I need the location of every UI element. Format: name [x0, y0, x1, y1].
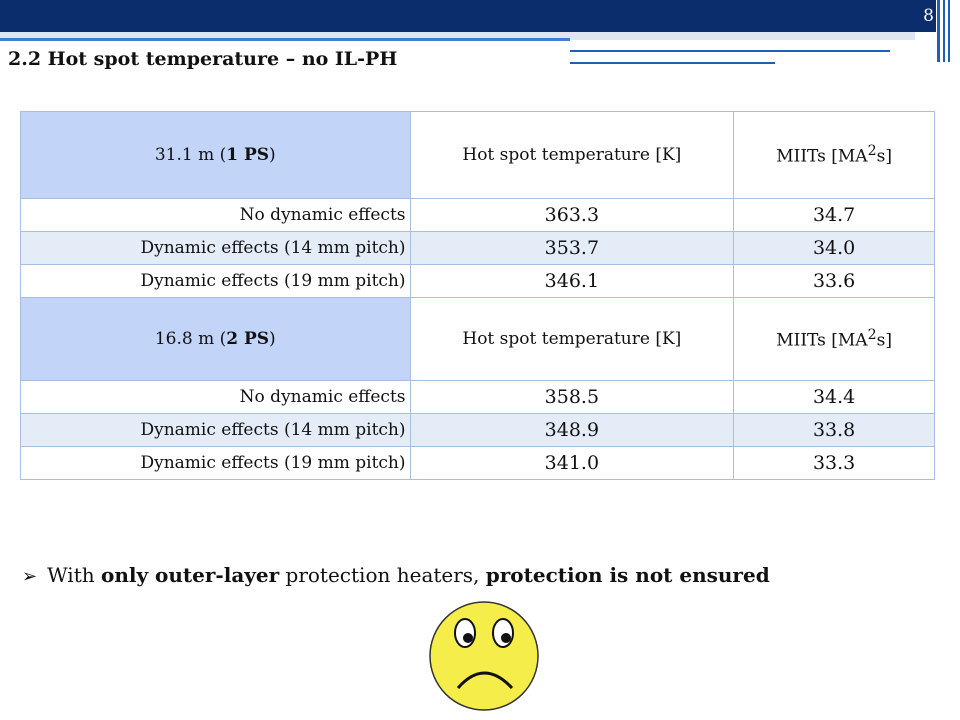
miits-value: 34.4 — [733, 380, 935, 414]
results-table: 31.1 m (1 PS) Hot spot temperature [K] M… — [20, 111, 935, 480]
temp-value: 353.7 — [409, 231, 735, 265]
miits-header-cell: MIITs [MA2s] — [733, 111, 935, 199]
conclusion-bullet: ➢ With only outer-layer protection heater… — [22, 563, 770, 587]
header-accent-line — [570, 62, 775, 64]
row-label: Dynamic effects (19 mm pitch) — [20, 264, 411, 298]
table-row: Dynamic effects (14 mm pitch) 348.9 33.8 — [20, 413, 935, 447]
row-label: Dynamic effects (19 mm pitch) — [20, 446, 411, 480]
slide-number: 8 — [923, 6, 934, 26]
table-header-row: 31.1 m (1 PS) Hot spot temperature [K] M… — [20, 111, 935, 199]
miits-value: 33.3 — [733, 446, 935, 480]
row-label: No dynamic effects — [20, 380, 411, 414]
table-header-row: 16.8 m (2 PS) Hot spot temperature [K] M… — [20, 297, 935, 381]
header-vline — [937, 0, 940, 62]
temp-value: 346.1 — [409, 264, 735, 298]
temp-value: 348.9 — [409, 413, 735, 447]
header-vline — [948, 0, 950, 62]
header-strip — [0, 38, 570, 41]
temp-value: 363.3 — [409, 198, 735, 232]
header-band — [0, 32, 915, 40]
miits-value: 33.8 — [733, 413, 935, 447]
case-header-cell: 31.1 m (1 PS) — [20, 111, 411, 199]
row-label: Dynamic effects (14 mm pitch) — [20, 413, 411, 447]
table-row: Dynamic effects (19 mm pitch) 341.0 33.3 — [20, 446, 935, 480]
case-header-cell: 16.8 m (2 PS) — [20, 297, 411, 381]
row-label: No dynamic effects — [20, 198, 411, 232]
table-row: Dynamic effects (14 mm pitch) 353.7 34.0 — [20, 231, 935, 265]
table-row: Dynamic effects (19 mm pitch) 346.1 33.6 — [20, 264, 935, 298]
miits-value: 33.6 — [733, 264, 935, 298]
miits-header-cell: MIITs [MA2s] — [733, 297, 935, 381]
table-row: No dynamic effects 358.5 34.4 — [20, 380, 935, 414]
temp-value: 341.0 — [409, 446, 735, 480]
sad-face-icon — [429, 601, 539, 711]
row-label: Dynamic effects (14 mm pitch) — [20, 231, 411, 265]
temp-header-cell: Hot spot temperature [K] — [409, 297, 735, 381]
header-bar — [0, 0, 960, 32]
table-row: No dynamic effects 363.3 34.7 — [20, 198, 935, 232]
slide-title: 2.2 Hot spot temperature – no IL-PH — [8, 48, 398, 70]
header-vline — [943, 0, 945, 62]
temp-value: 358.5 — [409, 380, 735, 414]
temp-header-cell: Hot spot temperature [K] — [409, 111, 735, 199]
header-accent-line — [570, 50, 890, 52]
arrow-bullet-icon: ➢ — [22, 566, 38, 587]
miits-value: 34.0 — [733, 231, 935, 265]
miits-value: 34.7 — [733, 198, 935, 232]
